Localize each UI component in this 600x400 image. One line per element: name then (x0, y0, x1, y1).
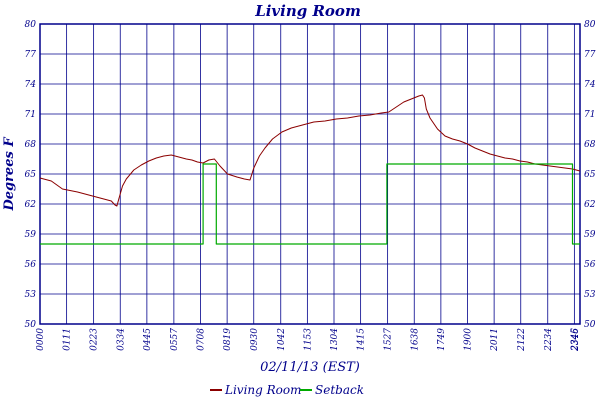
y-tick-label-right: 53 (584, 290, 596, 300)
y-tick-label-right: 68 (584, 140, 596, 150)
y-tick-label: 80 (25, 20, 37, 30)
y-tick-label-right: 50 (584, 320, 596, 330)
y-tick-label: 68 (25, 140, 37, 150)
x-tick-label: 1638 (410, 328, 420, 351)
y-tick-label: 59 (25, 230, 37, 240)
data-series (39, 94, 581, 245)
y-tick-label-right: 80 (584, 20, 596, 30)
y-tick-label-right: 77 (584, 50, 596, 60)
y-tick-labels-left: 50 53 56 59 62 65 68 71 74 77 80 (25, 20, 37, 330)
y-tick-label-right: 74 (584, 80, 596, 90)
chart-title: Living Room (254, 2, 361, 20)
x-tick-label: 2234 (544, 328, 554, 352)
y-tick-label: 56 (25, 260, 37, 270)
y-tick-label-right: 71 (584, 110, 595, 120)
x-tick-label: 1749 (437, 328, 447, 351)
series-line-living-room (39, 94, 581, 207)
legend-label: Living Room (224, 383, 302, 397)
y-tick-label-right: 62 (584, 200, 596, 210)
x-tick-labels: 0000 0111 0223 0334 0445 0557 0708 0819 0930 1042… (36, 328, 581, 352)
y-tick-label: 71 (25, 110, 36, 120)
y-tick-label: 77 (25, 50, 37, 60)
x-tick-label: 1304 (330, 328, 340, 351)
y-axis-label: Degrees F (2, 137, 17, 212)
plot-frame (39, 23, 581, 325)
y-tick-label: 74 (25, 80, 37, 90)
x-tick-label: 1527 (384, 328, 394, 351)
x-tick-label: 0223 (90, 328, 100, 351)
y-tick-labels-right: 50 53 56 59 62 65 68 71 74 77 80 (584, 20, 596, 330)
x-tick-label: 2011 (490, 328, 500, 352)
y-tick-label-right: 59 (584, 230, 596, 240)
x-tick-label: 0334 (116, 328, 126, 351)
x-tick-label: 0445 (143, 328, 153, 351)
series-line-setback (40, 163, 580, 245)
x-axis-label: 02/11/13 (EST) (260, 360, 360, 375)
x-tick-label: 1042 (277, 328, 287, 351)
x-tick-label: 2345 (570, 328, 580, 352)
x-tick-label: 1153 (303, 328, 313, 351)
y-tick-label: 62 (25, 200, 37, 210)
y-tick-label: 65 (25, 170, 37, 180)
x-tick-label: 1900 (464, 328, 474, 351)
x-tick-label: 0557 (170, 328, 180, 351)
x-tick-label: 0111 (63, 328, 73, 351)
legend: Living Room Setback (210, 383, 364, 397)
x-tick-label: 0930 (250, 328, 260, 351)
x-tick-label: 0000 (36, 328, 46, 351)
x-tick-label: 0819 (223, 328, 233, 351)
x-tick-label: 0708 (197, 328, 207, 351)
x-tick-label: 2346 (571, 328, 581, 352)
x-tick-label: 1415 (357, 328, 367, 351)
legend-label: Setback (315, 383, 364, 397)
y-tick-label-right: 56 (584, 260, 596, 270)
y-tick-label: 50 (25, 320, 37, 330)
y-tick-label: 53 (25, 290, 37, 300)
x-tick-label: 2122 (517, 328, 527, 352)
y-tick-label-right: 65 (584, 170, 596, 180)
